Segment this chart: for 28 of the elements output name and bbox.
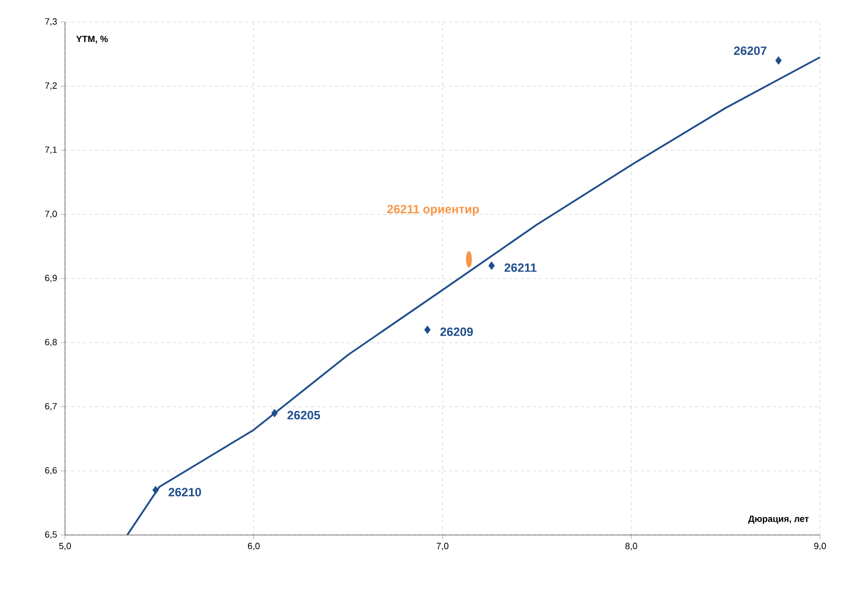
y-tick-label: 6,5 (45, 531, 57, 539)
point (775, 56, 782, 65)
point (424, 326, 431, 334)
y-tick-label: 6,9 (45, 274, 57, 282)
series-label: 26205 (287, 410, 320, 420)
x-tick-label: 6,0 (248, 542, 260, 550)
x-axis-title: Дюрация, лет (748, 516, 809, 524)
series-label: 26211 (504, 263, 536, 272)
series-label: 26209 (440, 328, 473, 336)
x-tick-label: 7,0 (436, 542, 448, 550)
point (152, 486, 159, 494)
y-tick-label: 7,1 (45, 146, 57, 154)
point (488, 261, 495, 270)
y-tick-label: 7,3 (45, 18, 57, 26)
series-label: 26207 (734, 46, 766, 55)
y-tick-label: 7,2 (45, 82, 57, 90)
y-tick-label: 6,8 (45, 338, 57, 346)
point (271, 408, 278, 418)
x-tick-label: 9,0 (814, 542, 826, 550)
text: 26211 ориентир (387, 204, 479, 216)
series-label: 26210 (168, 488, 202, 496)
x-tick-label: 8,0 (625, 542, 638, 550)
y-tick-label: 7,0 (45, 210, 57, 218)
y-tick-label: 6,6 (45, 467, 57, 475)
x-tick-label: 5,0 (59, 542, 71, 550)
line-series (126, 56, 821, 536)
y-tick-label: 6,7 (45, 403, 57, 410)
y-axis-title: YTM, % (76, 36, 108, 44)
